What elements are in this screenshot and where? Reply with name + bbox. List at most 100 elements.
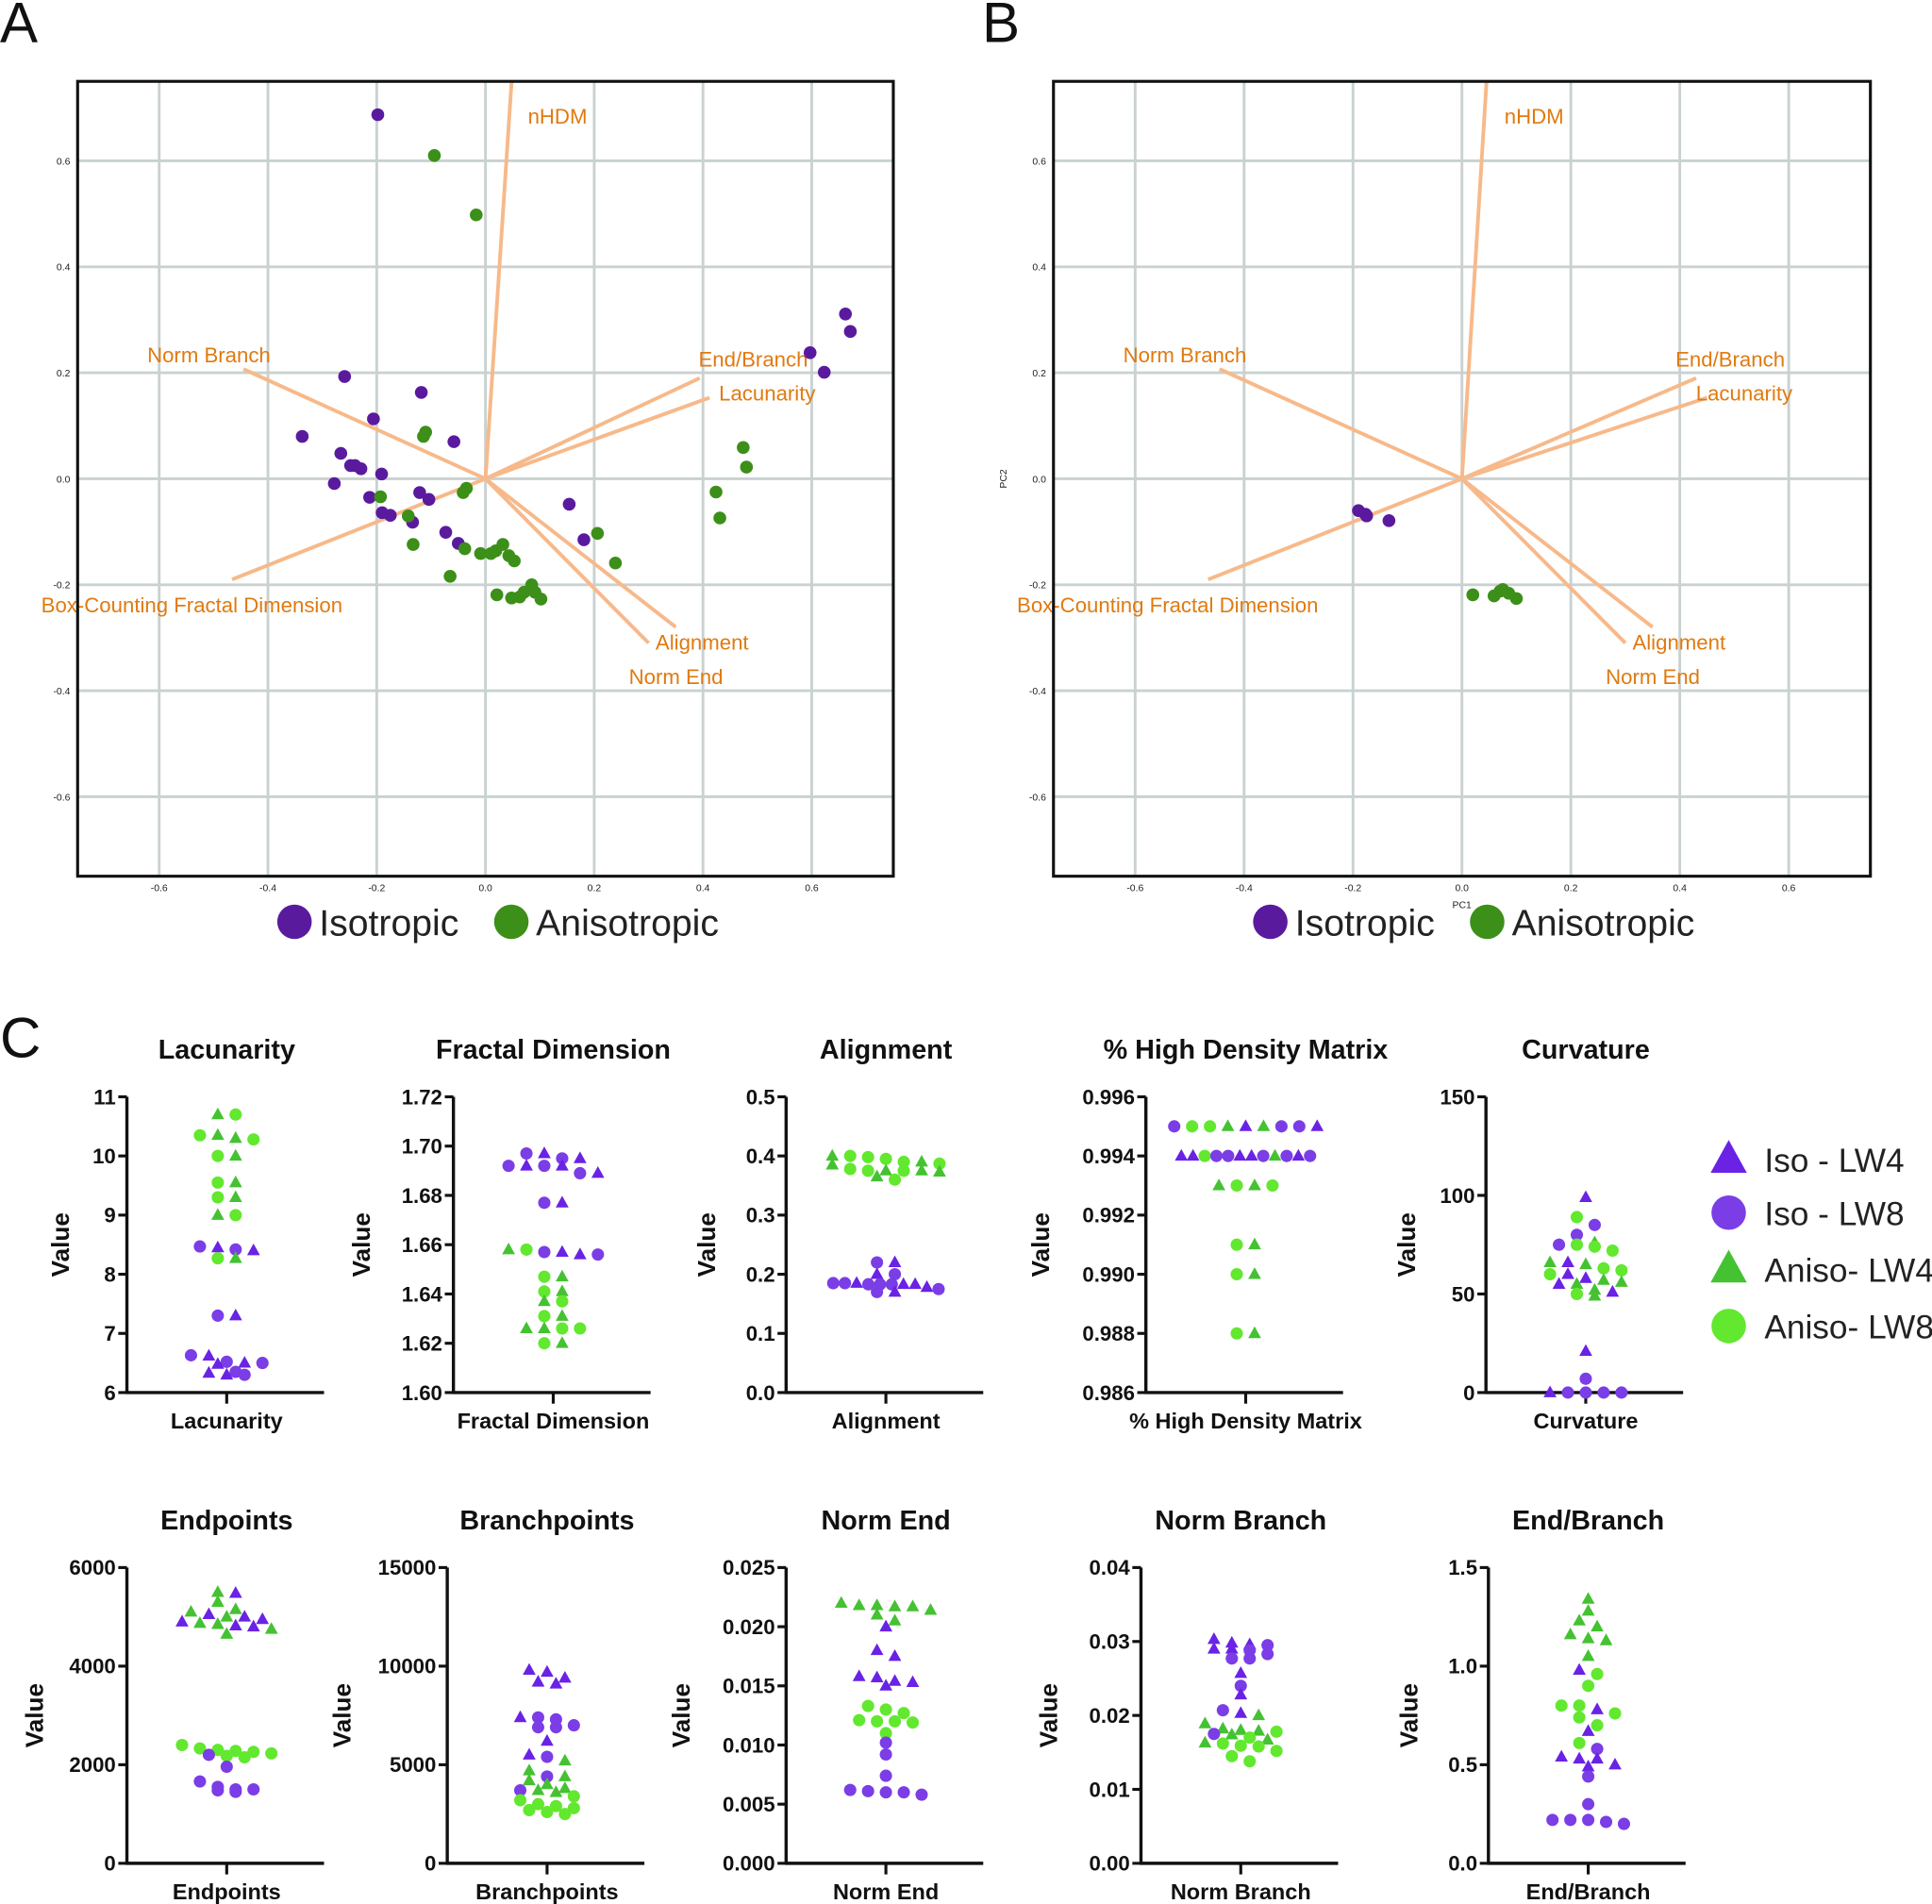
data-point-al8 — [861, 1150, 874, 1163]
data-point — [338, 370, 352, 383]
data-point-il8 — [229, 1243, 242, 1256]
data-point-il8 — [549, 1721, 562, 1734]
data-point-al4 — [1257, 1119, 1271, 1131]
data-point-al8 — [897, 1707, 910, 1720]
data-point-il4 — [1291, 1148, 1306, 1161]
y-tick-label: 15000 — [378, 1556, 437, 1579]
data-point — [458, 542, 472, 556]
x-tick-label: 0.4 — [696, 883, 710, 894]
data-point-il8 — [1591, 1743, 1604, 1756]
data-point-il8 — [1600, 1815, 1613, 1829]
y-axis-label: Value — [667, 1683, 695, 1747]
data-point-il4 — [556, 1244, 569, 1258]
data-point-al8 — [1186, 1120, 1199, 1133]
data-point-il4 — [1234, 1687, 1248, 1700]
data-point-al4 — [1570, 1277, 1584, 1289]
y-tick-label: 0.0 — [57, 475, 71, 485]
loading-arrow — [484, 376, 701, 481]
data-point-al4 — [228, 1602, 242, 1614]
loading-label: Norm Branch — [1124, 343, 1247, 367]
y-tick-label: 0.00 — [1090, 1852, 1130, 1876]
data-point-al4 — [538, 1321, 551, 1333]
y-axis-label: Value — [1035, 1683, 1063, 1747]
data-point-al8 — [889, 1173, 902, 1186]
data-point-il4 — [888, 1649, 902, 1662]
y-tick-label: 1.62 — [402, 1332, 442, 1356]
data-point — [713, 511, 726, 525]
y-tick-label: 0.988 — [1082, 1322, 1135, 1345]
x-tick-label: -0.2 — [1344, 883, 1361, 894]
data-point-il4 — [1579, 1344, 1592, 1357]
data-point-al4 — [933, 1164, 946, 1177]
data-point-al4 — [264, 1622, 278, 1634]
data-point-il8 — [220, 1760, 233, 1774]
data-point-al8 — [1597, 1261, 1610, 1275]
y-tick-label: 0.015 — [723, 1675, 775, 1698]
y-tick-label: 0.2 — [57, 369, 71, 379]
data-point-il4 — [1224, 1642, 1239, 1654]
y-tick-label: 0.005 — [723, 1793, 775, 1816]
data-point-al4 — [1597, 1273, 1610, 1285]
data-point — [562, 497, 576, 511]
data-point-il4 — [908, 1277, 922, 1290]
data-point-al4 — [1588, 1289, 1602, 1301]
x-axis-label: Curvature — [1533, 1409, 1638, 1433]
data-point-il4 — [549, 1677, 563, 1689]
data-point-il8 — [879, 1736, 892, 1749]
data-point-al8 — [906, 1716, 920, 1729]
y-tick-label: 50 — [1452, 1282, 1475, 1306]
data-point-il8 — [184, 1348, 197, 1361]
data-point-il8 — [541, 1770, 554, 1783]
panel-letter-a: A — [0, 0, 38, 54]
data-point-al4 — [211, 1585, 225, 1597]
legend-label: Aniso- LW8 — [1764, 1309, 1932, 1345]
y-tick-label: 0.4 — [1032, 263, 1046, 274]
data-point-al4 — [520, 1321, 533, 1333]
x-tick-label: 0.0 — [478, 883, 492, 894]
data-point-al8 — [1591, 1667, 1604, 1680]
data-point-al8 — [861, 1699, 874, 1712]
loading-label: Norm End — [1606, 665, 1700, 689]
data-point-al4 — [1260, 1732, 1274, 1745]
data-point-il8 — [1257, 1149, 1270, 1162]
x-tick-label: -0.4 — [1236, 883, 1253, 894]
data-point-al4 — [1268, 1148, 1282, 1161]
y-tick-label: -0.4 — [53, 687, 70, 697]
legend-label: Anisotropic — [536, 903, 719, 944]
data-point-al8 — [879, 1152, 892, 1165]
data-point-il8 — [1570, 1228, 1584, 1242]
data-point-il8 — [879, 1786, 892, 1799]
data-point-il8 — [538, 1245, 551, 1259]
data-point-al4 — [502, 1242, 515, 1255]
y-tick-label: 1.68 — [402, 1184, 442, 1208]
data-point — [295, 429, 309, 443]
data-point-il8 — [247, 1782, 260, 1796]
y-tick-label: -0.6 — [53, 793, 70, 803]
data-point-il4 — [920, 1279, 934, 1293]
data-point-il8 — [238, 1368, 251, 1381]
subplot-title: Endpoints — [160, 1506, 292, 1536]
data-point-al8 — [549, 1799, 562, 1812]
legend-marker-isotropic — [1253, 904, 1288, 940]
y-axis-label: Value — [328, 1683, 357, 1747]
y-tick-label: 1.60 — [402, 1381, 442, 1405]
data-point-al8 — [229, 1209, 242, 1222]
data-point-al8 — [1270, 1725, 1283, 1738]
y-axis-label: Value — [1026, 1212, 1055, 1277]
data-point-il4 — [1581, 1724, 1595, 1736]
data-point-il4 — [1186, 1148, 1200, 1161]
data-point-al4 — [1248, 1237, 1261, 1250]
data-point-il4 — [523, 1747, 536, 1760]
data-point-al4 — [1212, 1178, 1225, 1191]
data-point-il4 — [1561, 1255, 1574, 1267]
data-point-al8 — [541, 1806, 554, 1819]
data-point-al4 — [541, 1777, 554, 1790]
data-point-il8 — [220, 1355, 233, 1368]
y-tick-label: 10 — [92, 1144, 116, 1168]
data-point-il8 — [513, 1784, 527, 1797]
data-point-il8 — [1582, 1770, 1595, 1783]
data-point-al8 — [523, 1803, 536, 1816]
y-tick-label: 0.3 — [746, 1204, 775, 1228]
x-tick-label: -0.6 — [151, 883, 168, 894]
